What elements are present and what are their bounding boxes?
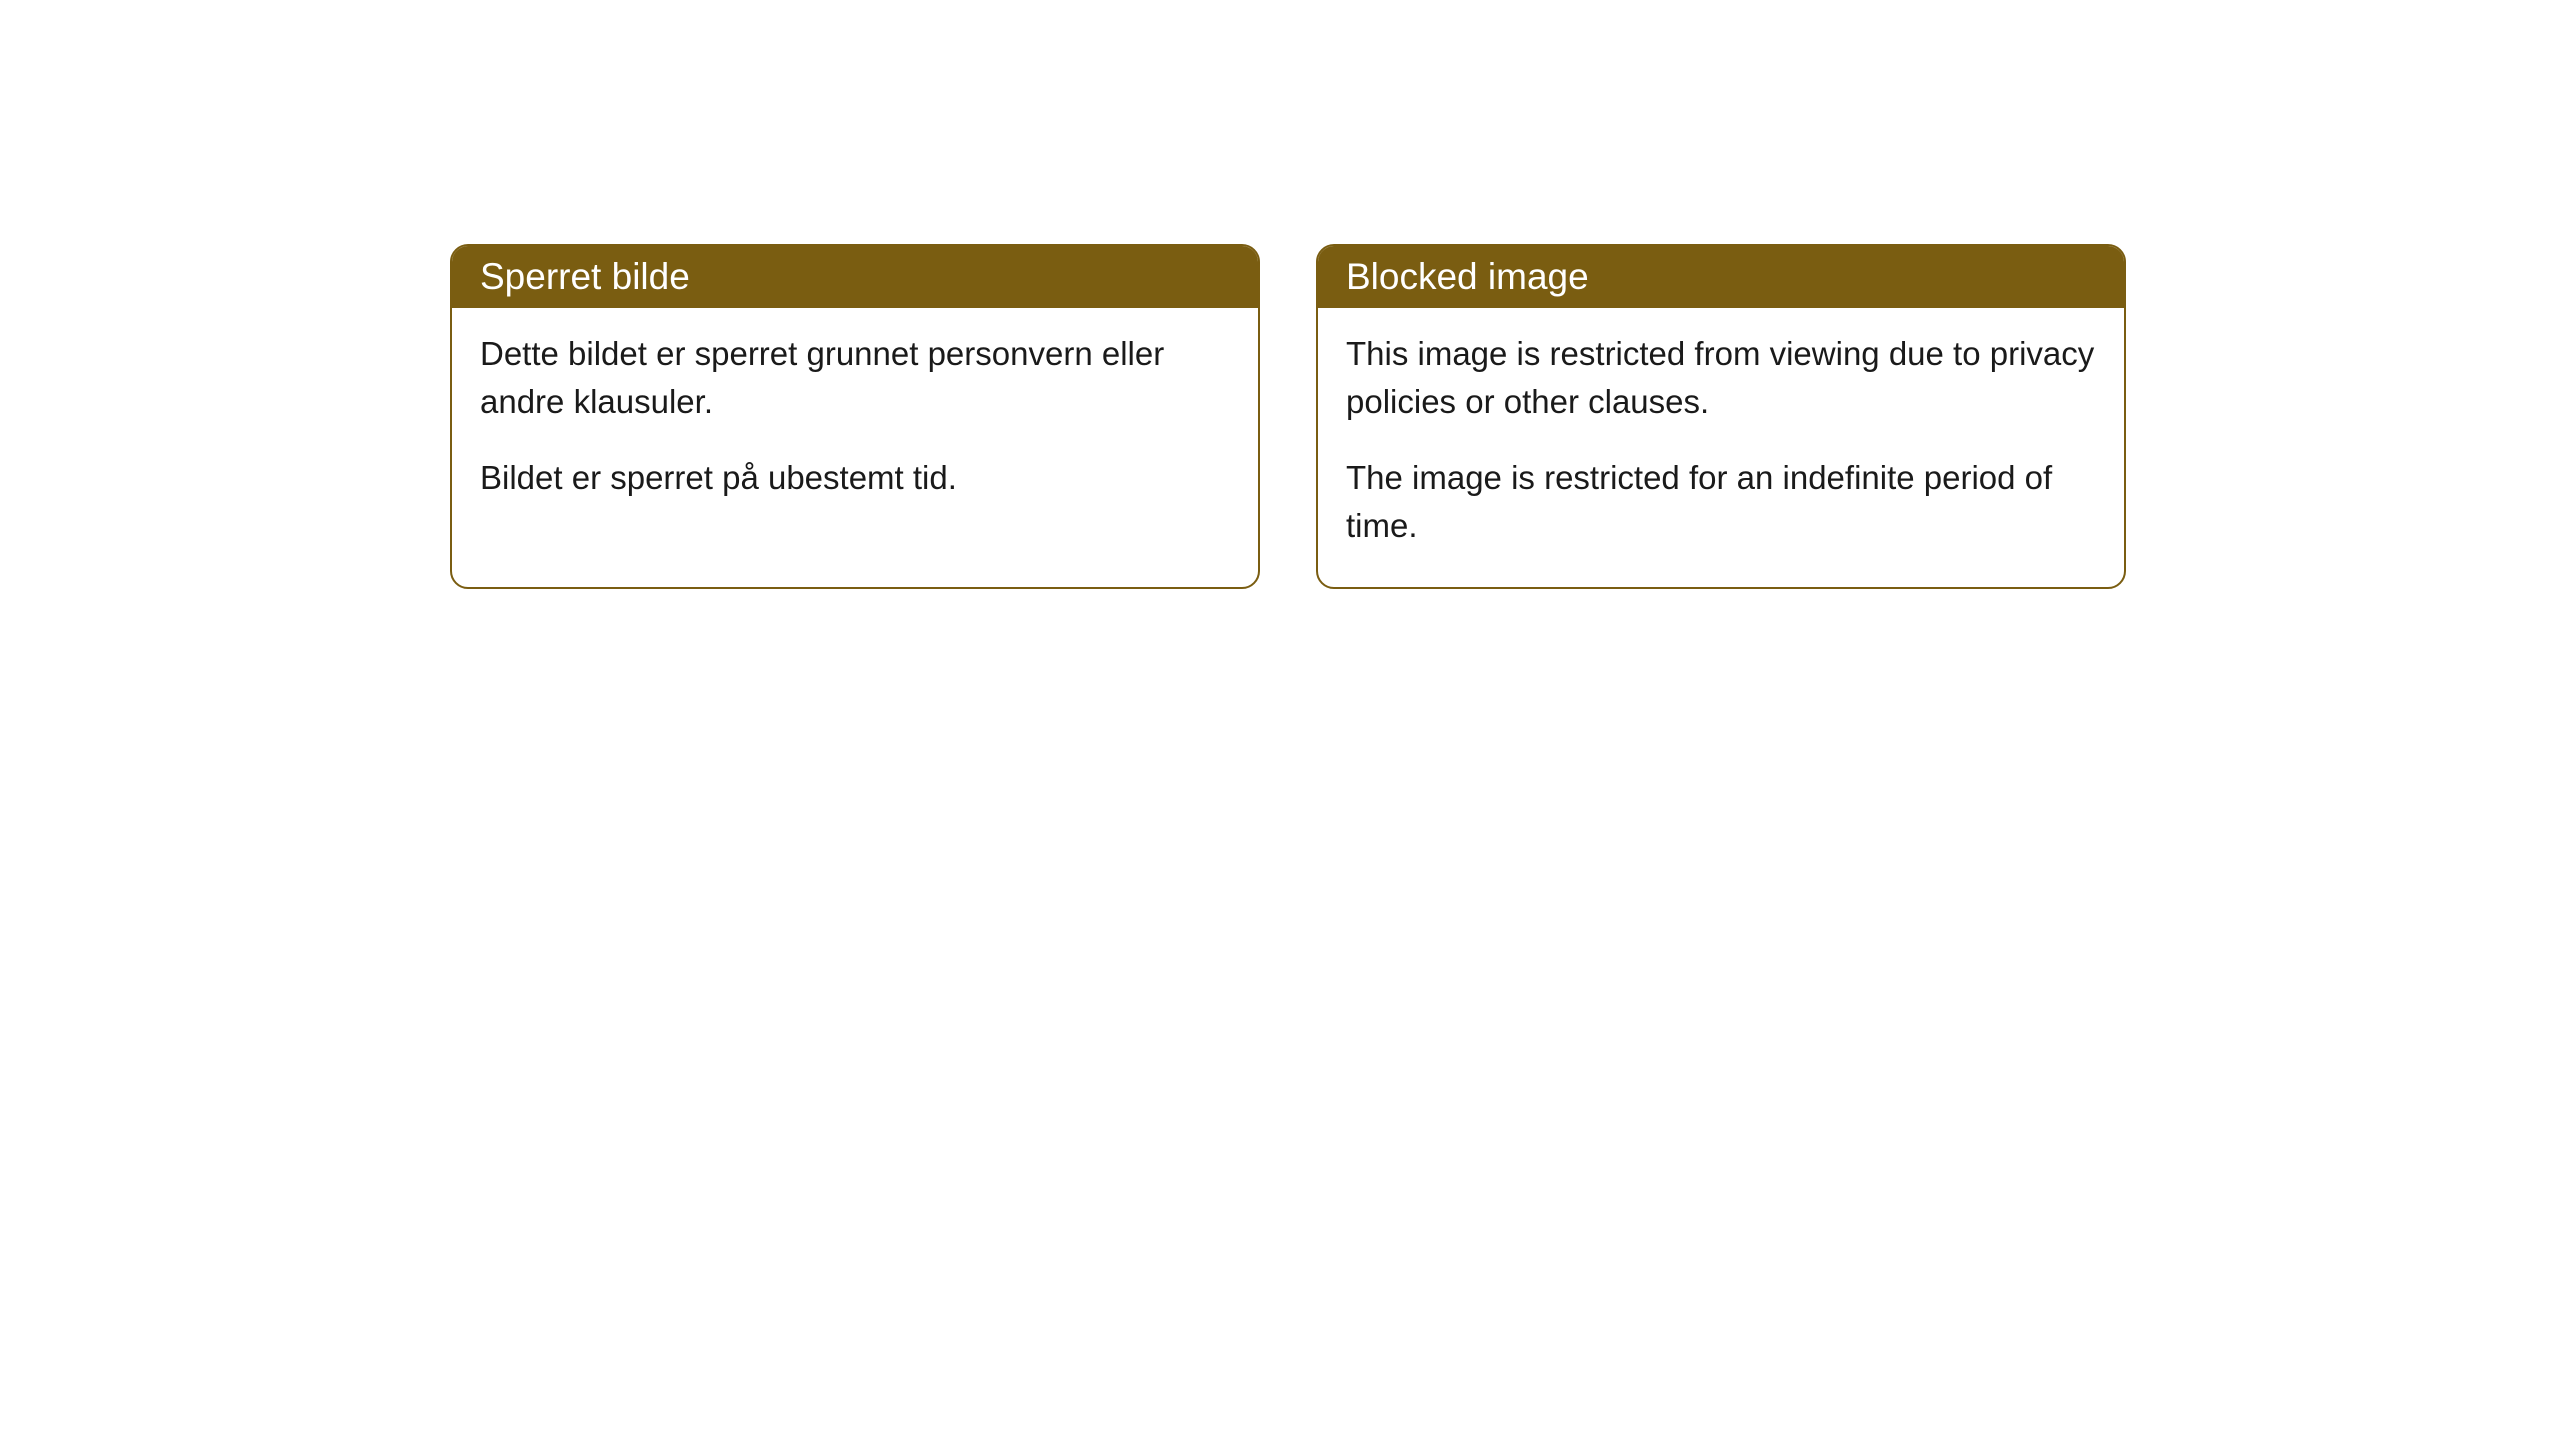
blocked-image-card-english: Blocked image This image is restricted f… [1316, 244, 2126, 589]
blocked-image-card-norwegian: Sperret bilde Dette bildet er sperret gr… [450, 244, 1260, 589]
card-header-norwegian: Sperret bilde [452, 246, 1258, 308]
card-paragraph-1: This image is restricted from viewing du… [1346, 330, 2096, 426]
card-title: Blocked image [1346, 256, 1589, 297]
card-body-english: This image is restricted from viewing du… [1318, 308, 2124, 587]
card-header-english: Blocked image [1318, 246, 2124, 308]
card-paragraph-1: Dette bildet er sperret grunnet personve… [480, 330, 1230, 426]
card-body-norwegian: Dette bildet er sperret grunnet personve… [452, 308, 1258, 540]
notice-cards-container: Sperret bilde Dette bildet er sperret gr… [0, 0, 2560, 589]
card-paragraph-2: The image is restricted for an indefinit… [1346, 454, 2096, 550]
card-title: Sperret bilde [480, 256, 690, 297]
card-paragraph-2: Bildet er sperret på ubestemt tid. [480, 454, 1230, 502]
